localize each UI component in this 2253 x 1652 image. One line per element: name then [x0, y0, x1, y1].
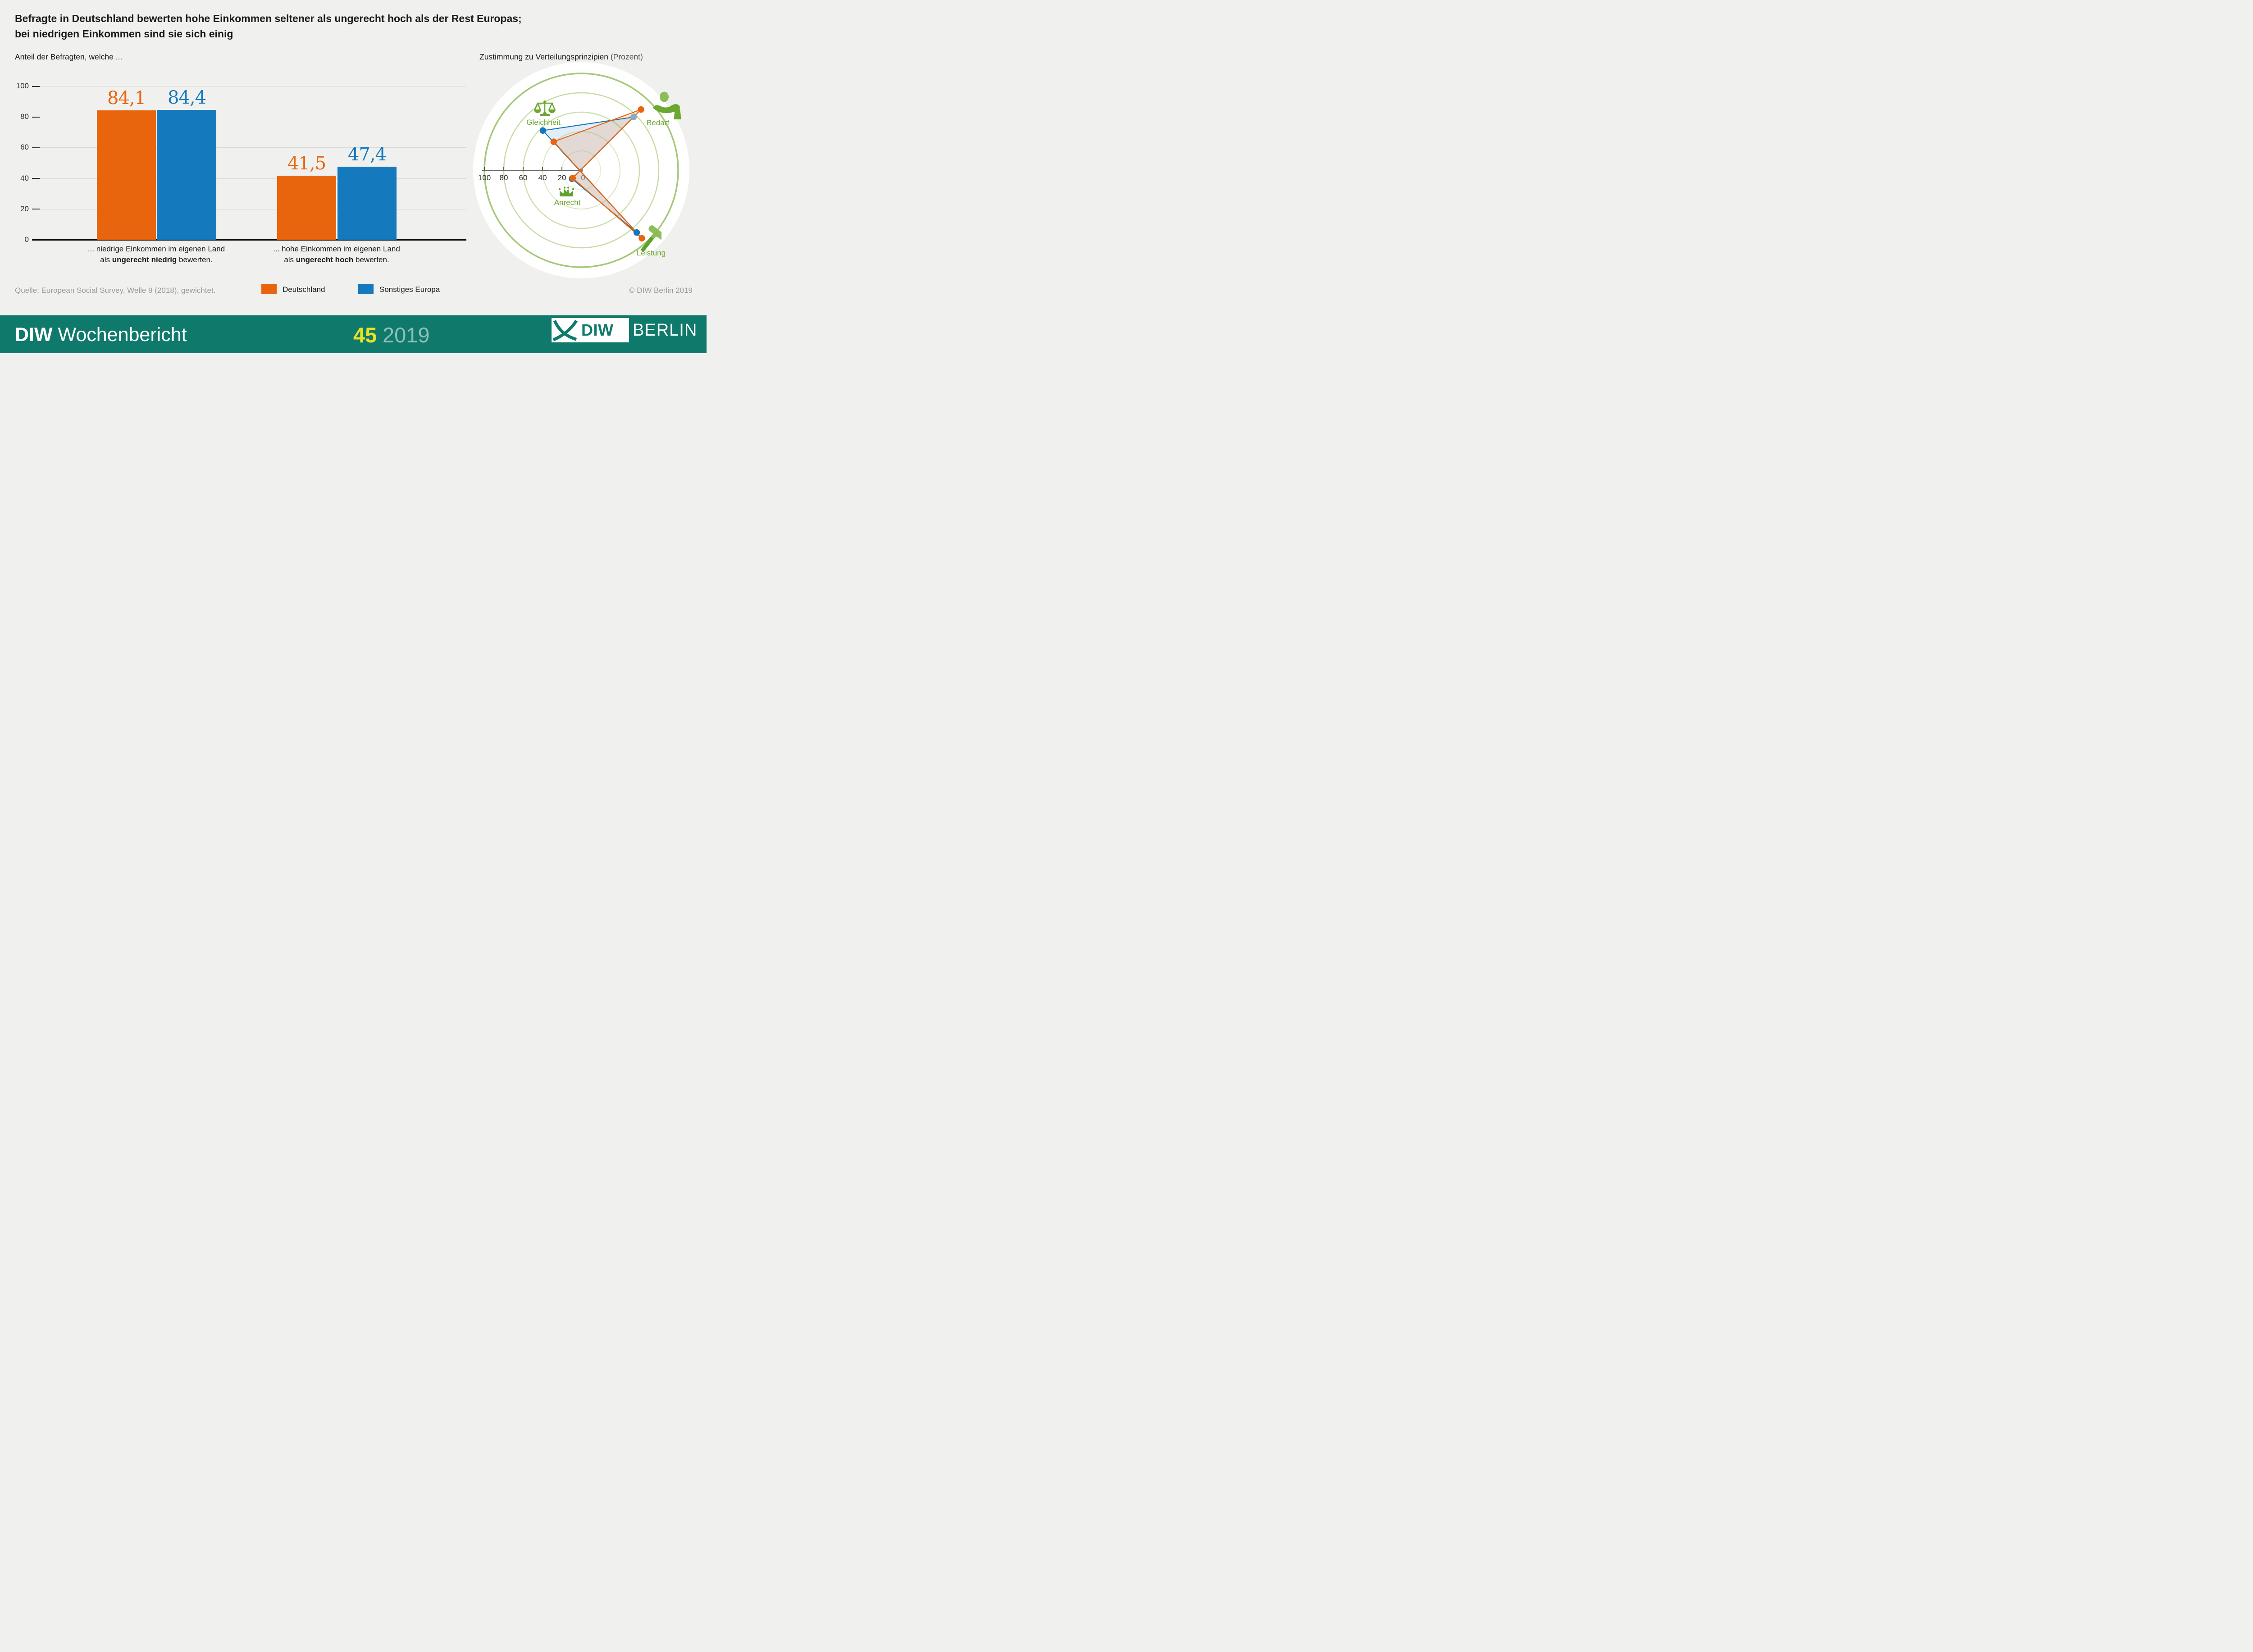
bar-group-label-high-income: ... hohe Einkommen im eigenen Land als u…: [273, 245, 400, 264]
radar-axis-label-leistung: Leistung: [636, 249, 666, 257]
copyright-note: © DIW Berlin 2019: [629, 286, 693, 295]
diw-logo-swoosh-icon: [552, 319, 579, 341]
bar-value-label: 84,1: [107, 88, 146, 109]
svg-text:100: 100: [478, 173, 491, 182]
crown-icon: [558, 186, 575, 197]
gridline: [40, 147, 466, 148]
legend-swatch-sonstiges-europa: [358, 284, 374, 294]
svg-text:0: 0: [581, 173, 585, 182]
radar-chart: 100 80 60 40 20 0: [0, 0, 707, 353]
radar-axis-label-bedarf: Bedarf: [646, 118, 670, 127]
radar-axis-label-anrecht: Anrecht: [554, 198, 581, 207]
bar-chart-subtitle: Anteil der Befragten, welche ...: [15, 52, 123, 61]
y-axis-tick-label: 20: [20, 204, 29, 213]
bar-value-label: 41,5: [287, 153, 326, 174]
x-axis-baseline: [32, 239, 466, 241]
y-axis-tick: [32, 147, 40, 148]
svg-text:20: 20: [558, 173, 566, 182]
page-title: Befragte in Deutschland bewerten hohe Ei…: [15, 11, 522, 41]
footer-year: 2019: [383, 323, 430, 347]
y-axis-tick: [32, 116, 40, 118]
radar-chart-title: Zustimmung zu Verteilungsprinzipien (Pro…: [479, 52, 643, 61]
page-title-line2: bei niedrigen Einkommen sind sie sich ei…: [15, 28, 233, 40]
gridline: [40, 178, 466, 179]
radar-axis-label-gleichheit: Gleichheit: [526, 118, 561, 127]
y-axis-tick: [32, 86, 40, 87]
legend-label-sonstiges-europa: Sonstiges Europa: [379, 285, 440, 294]
svg-text:80: 80: [500, 173, 508, 182]
page-title-line1: Befragte in Deutschland bewerten hohe Ei…: [15, 13, 522, 24]
giving-hand-icon: [652, 91, 681, 120]
y-axis-tick: [32, 178, 40, 179]
svg-text:60: 60: [519, 173, 528, 182]
legend-swatch-deutschland: [261, 284, 277, 294]
radar-dot: [550, 138, 557, 145]
radar-svg: 100 80 60 40 20 0: [473, 62, 689, 278]
bar-chart: 0 20 40 60 80 100 84,1 84,4 41,5 47,4: [0, 0, 707, 353]
radar-dot: [569, 175, 576, 182]
footer-bar: DIW Wochenbericht 45 2019 DIW BERLIN: [0, 315, 707, 353]
radar-dot: [539, 127, 547, 134]
bar-deutschland: [277, 176, 336, 240]
bar-sonstiges-europa: [337, 167, 397, 240]
source-note: Quelle: European Social Survey, Welle 9 …: [15, 286, 216, 295]
y-axis-tick-label: 60: [20, 143, 29, 152]
radar-dot: [633, 229, 640, 236]
diw-logo: DIW: [552, 318, 629, 342]
hammer-icon: [640, 224, 661, 255]
bar-deutschland: [97, 110, 156, 240]
legend-label-deutschland: Deutschland: [283, 285, 325, 294]
svg-text:40: 40: [538, 173, 547, 182]
radar-dot: [630, 114, 637, 121]
bar-value-label: 47,4: [347, 144, 387, 165]
radar-title-main: Zustimmung zu Verteilungsprinzipien: [479, 52, 608, 61]
y-axis-tick-label: 0: [24, 235, 29, 244]
diw-logo-text: DIW: [581, 321, 614, 339]
footer-brand: DIW Wochenbericht: [15, 324, 187, 346]
radar-dot: [639, 235, 645, 242]
footer-issue-number: 45: [353, 323, 377, 347]
diw-logo-berlin-text: BERLIN: [633, 321, 698, 340]
infographic-page: Befragte in Deutschland bewerten hohe Ei…: [0, 0, 707, 353]
bar-value-label: 84,4: [167, 87, 206, 109]
y-axis-tick-label: 100: [16, 82, 29, 90]
scales-icon: [534, 100, 556, 118]
y-axis-tick-label: 40: [20, 173, 29, 182]
bar-group-label-low-income: ... niedrige Einkommen im eigenen Land a…: [87, 245, 225, 264]
radar-dot: [638, 106, 644, 113]
bar-sonstiges-europa: [157, 110, 216, 240]
y-axis-tick-label: 80: [20, 112, 29, 121]
